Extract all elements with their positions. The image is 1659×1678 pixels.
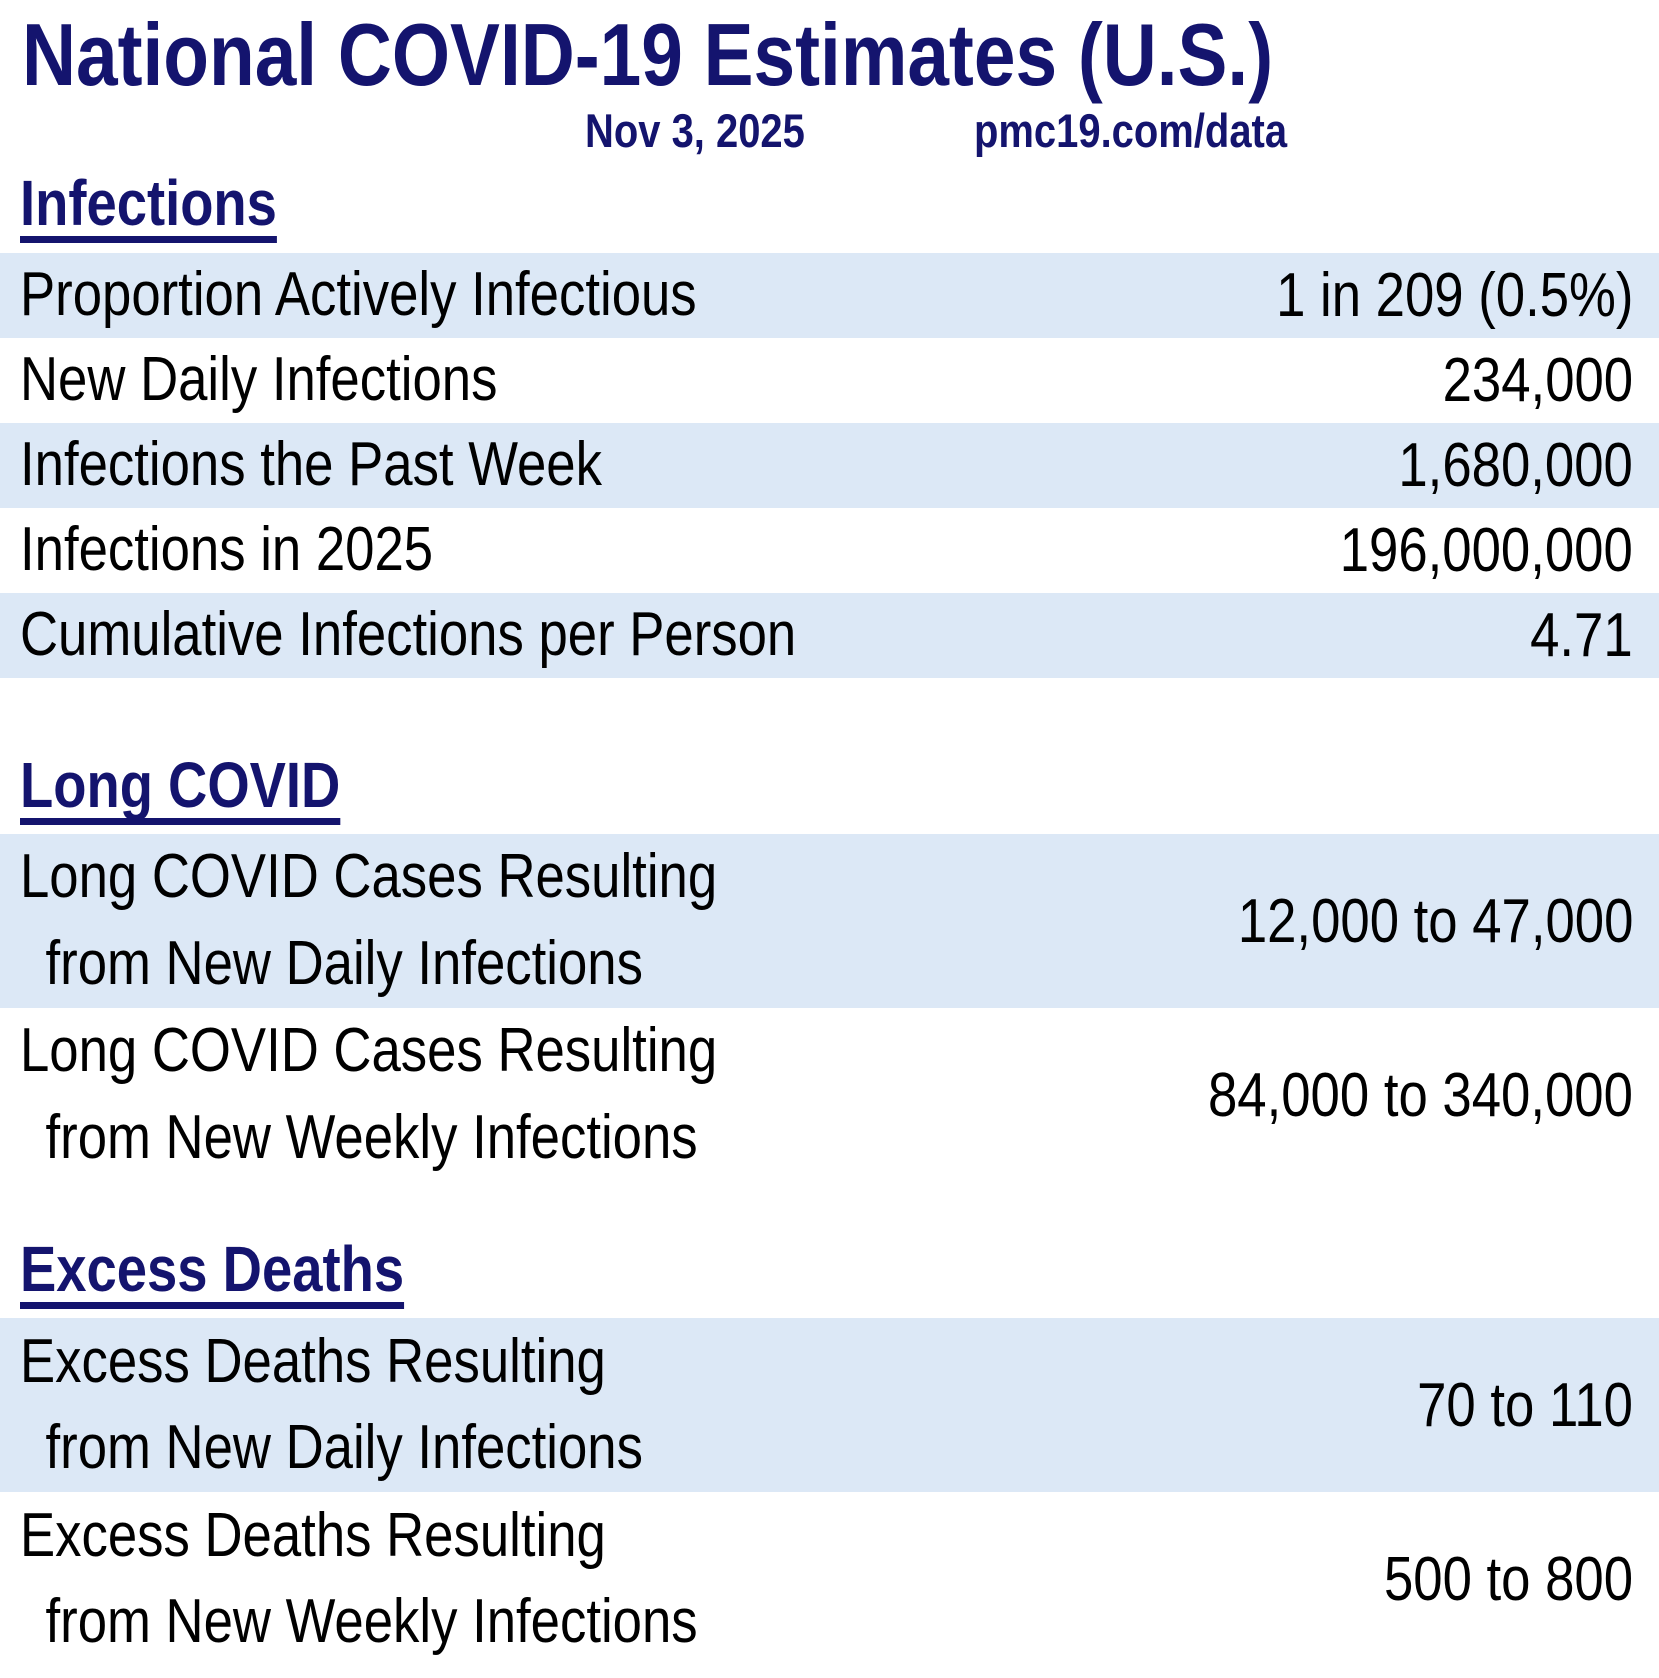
row-label: Infections in 2025 [20, 507, 433, 594]
row-label-line1: Long COVID Cases Resulting [20, 842, 718, 912]
row-value: 84,000 to 340,000 [1208, 1060, 1633, 1130]
row-label: Long COVID Cases Resulting from New Daily… [20, 834, 717, 1008]
row-label-line2: from New Weekly Infections [45, 1587, 698, 1657]
row-label: New Daily Infections [20, 337, 497, 424]
row-value: 1,680,000 [1398, 430, 1633, 500]
row-label-line2: from New Weekly Infections [45, 1103, 698, 1173]
row-value: 1 in 209 (0.5%) [1275, 260, 1633, 330]
row-label-line1: Infections in 2025 [20, 514, 434, 584]
page-title: National COVID-19 Estimates (U.S.) [22, 5, 1659, 104]
section-excess-deaths: Excess Deaths [20, 1233, 1659, 1306]
section-heading-long-covid: Long COVID [20, 748, 341, 821]
row-label-line1: Cumulative Infections per Person [20, 599, 797, 669]
section-heading-excess-deaths: Excess Deaths [20, 1233, 405, 1306]
estimates-table: Infections Proportion Actively Infectious… [0, 167, 1659, 1667]
table-row: Excess Deaths Resulting from New Weekly I… [0, 1492, 1659, 1667]
row-label-line1: Excess Deaths Resulting [20, 1500, 606, 1570]
row-value: 4.71 [1530, 600, 1633, 670]
page-title-text: National COVID-19 Estimates (U.S.) [22, 5, 1274, 104]
section-heading-infections: Infections [20, 167, 277, 240]
row-value: 500 to 800 [1383, 1544, 1633, 1614]
row-label: Long COVID Cases Resulting from New Weekl… [20, 1008, 717, 1182]
table-row: Excess Deaths Resulting from New Daily In… [0, 1318, 1659, 1493]
table-row: Long COVID Cases Resulting from New Daily… [0, 834, 1659, 1009]
source-url: pmc19.com/data [973, 104, 1287, 158]
row-label: Proportion Actively Infectious [20, 252, 697, 339]
row-label: Excess Deaths Resulting from New Daily In… [20, 1319, 643, 1493]
subtitle-row: Nov 3, 2025 pmc19.com/data [0, 103, 1659, 158]
row-label-line2: from New Daily Infections [45, 929, 643, 999]
row-value: 12,000 to 47,000 [1237, 886, 1633, 956]
row-label-line1: Long COVID Cases Resulting [20, 1016, 718, 1086]
row-label: Excess Deaths Resulting from New Weekly I… [20, 1493, 698, 1667]
row-label: Cumulative Infections per Person [20, 592, 796, 679]
table-row: Infections in 2025 196,000,000 [0, 507, 1659, 594]
row-label: Infections the Past Week [20, 422, 602, 509]
table-row: Cumulative Infections per Person 4.71 [0, 592, 1659, 679]
row-value: 70 to 110 [1417, 1370, 1633, 1440]
row-label-line1: Proportion Actively Infectious [20, 259, 697, 329]
table-row: Infections the Past Week 1,680,000 [0, 422, 1659, 509]
table-row: Long COVID Cases Resulting from New Weekl… [0, 1008, 1659, 1183]
section-infections: Infections [20, 167, 1659, 240]
row-label-line2: from New Daily Infections [45, 1413, 643, 1483]
section-long-covid: Long COVID [20, 748, 1659, 821]
table-row: New Daily Infections 234,000 [0, 337, 1659, 424]
row-label-line1: New Daily Infections [20, 344, 498, 414]
row-label-line1: Excess Deaths Resulting [20, 1326, 606, 1396]
row-value: 234,000 [1442, 345, 1633, 415]
table-row: Proportion Actively Infectious 1 in 209 (… [0, 252, 1659, 339]
row-label-line1: Infections the Past Week [20, 429, 602, 499]
row-value: 196,000,000 [1339, 515, 1633, 585]
date-label: Nov 3, 2025 [585, 104, 805, 158]
